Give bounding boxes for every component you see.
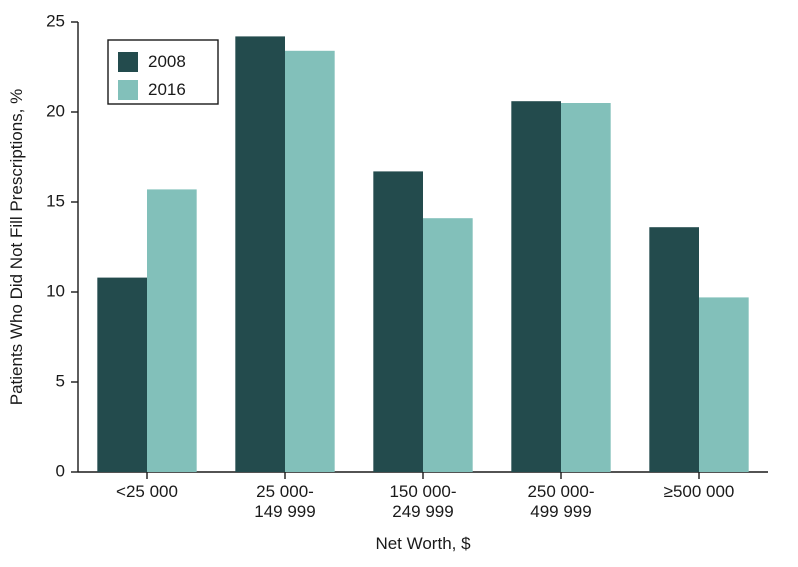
bar — [511, 101, 561, 472]
y-tick-label: 25 — [46, 11, 65, 30]
y-tick-label: 0 — [56, 461, 65, 480]
bar — [373, 171, 423, 472]
x-tick-label: 499 999 — [530, 502, 591, 521]
x-axis-label: Net Worth, $ — [375, 534, 471, 553]
bar — [423, 218, 473, 472]
legend-swatch — [118, 80, 138, 100]
y-tick-label: 15 — [46, 191, 65, 210]
y-tick-label: 5 — [56, 371, 65, 390]
x-tick-label: 149 999 — [254, 502, 315, 521]
bar — [699, 297, 749, 472]
chart-svg: 0 5 10 15 20 25 Patients Who Did Not Fill Pres… — [0, 0, 798, 567]
legend-label: 2008 — [148, 52, 186, 71]
x-tick-label: 25 000- — [256, 482, 314, 501]
y-axis-label: Patients Who Did Not Fill Prescriptions,… — [7, 89, 26, 406]
bar — [147, 189, 197, 472]
bar — [97, 278, 147, 472]
x-tick-label: 250 000- — [527, 482, 594, 501]
bar — [649, 227, 699, 472]
x-tick-label: <25 000 — [116, 482, 178, 501]
legend-label: 2016 — [148, 80, 186, 99]
y-tick-label: 10 — [46, 281, 65, 300]
y-tick-label: 20 — [46, 101, 65, 120]
x-tick-label: ≥500 000 — [664, 482, 735, 501]
legend-swatch — [118, 52, 138, 72]
bar — [235, 36, 285, 472]
bar-chart: 0 5 10 15 20 25 Patients Who Did Not Fill Pres… — [0, 0, 798, 567]
bar — [561, 103, 611, 472]
bar — [285, 51, 335, 472]
x-tick-label: 150 000- — [389, 482, 456, 501]
x-tick-label: 249 999 — [392, 502, 453, 521]
